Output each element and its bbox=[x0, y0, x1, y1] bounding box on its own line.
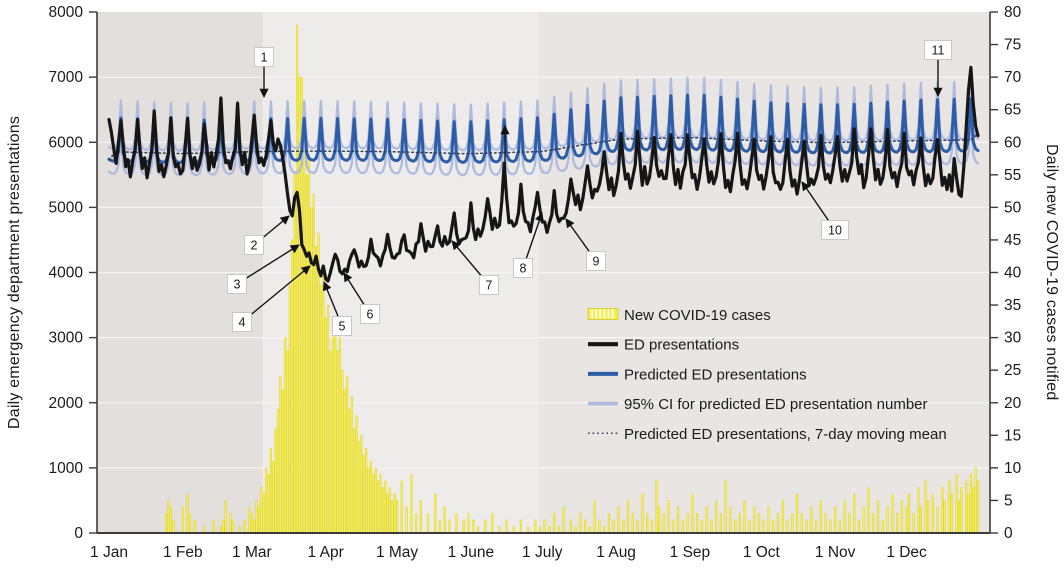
annotation-number: 10 bbox=[828, 224, 842, 238]
svg-text:10: 10 bbox=[1004, 460, 1022, 477]
x-tick-label: 1 May bbox=[376, 544, 418, 561]
annotation-2: 2 bbox=[244, 215, 290, 255]
x-tick-label: 1 Oct bbox=[743, 544, 781, 561]
x-tick-label: 1 Aug bbox=[596, 544, 636, 561]
right-axis-title: Daily new COVID-19 cases notified bbox=[1043, 144, 1060, 401]
annotation-7: 7 bbox=[451, 240, 499, 295]
y-axis-left: 0 1000 2000 3000 4000 5000 6000 7000 8000 bbox=[49, 4, 98, 542]
legend-item-moving_mean: Predicted ED presentations, 7-day moving… bbox=[588, 426, 947, 443]
legend-item-ci: 95% CI for predicted ED presentation num… bbox=[588, 396, 928, 413]
annotation-number: 1 bbox=[261, 51, 268, 65]
svg-text:60: 60 bbox=[1004, 134, 1022, 151]
annotation-3: 3 bbox=[227, 244, 300, 294]
annotation-9: 9 bbox=[565, 218, 606, 271]
legend-label: 95% CI for predicted ED presentation num… bbox=[624, 396, 928, 413]
svg-text:7000: 7000 bbox=[49, 69, 84, 86]
svg-text:70: 70 bbox=[1004, 69, 1022, 86]
svg-text:4000: 4000 bbox=[49, 265, 84, 282]
annotation-1: 1 bbox=[254, 47, 274, 98]
svg-text:8000: 8000 bbox=[49, 4, 84, 21]
svg-text:80: 80 bbox=[1004, 4, 1022, 21]
y-axis-right: 0 5 10 15 20 25 30 35 40 45 50 55 60 65 70 75 80 bbox=[989, 4, 1022, 542]
svg-text:5000: 5000 bbox=[49, 199, 84, 216]
annotation-number: 3 bbox=[234, 278, 241, 292]
annotations: 1 2 3 4 5 6 7 8 9 10 11 bbox=[227, 40, 952, 336]
legend-item-covid_cases: New COVID-19 cases bbox=[587, 307, 771, 324]
legend-label: New COVID-19 cases bbox=[624, 307, 771, 324]
legend-item-predicted: Predicted ED presentations bbox=[588, 366, 807, 383]
x-tick-label: 1 Jan bbox=[90, 544, 128, 561]
annotation-4: 4 bbox=[232, 265, 311, 332]
x-tick-label: 1 Mar bbox=[232, 544, 272, 561]
svg-text:40: 40 bbox=[1004, 265, 1022, 282]
legend-bar-swatch bbox=[587, 308, 619, 320]
svg-text:55: 55 bbox=[1004, 167, 1021, 184]
svg-text:75: 75 bbox=[1004, 37, 1021, 54]
x-tick-label: 1 July bbox=[522, 544, 563, 561]
svg-text:25: 25 bbox=[1004, 362, 1021, 379]
annotation-number: 8 bbox=[520, 262, 527, 276]
svg-text:6000: 6000 bbox=[49, 134, 84, 151]
svg-text:35: 35 bbox=[1004, 297, 1021, 314]
svg-text:2000: 2000 bbox=[49, 395, 84, 412]
legend-label: Predicted ED presentations, 7-day moving… bbox=[624, 426, 947, 443]
x-tick-label: 1 Sep bbox=[670, 544, 711, 561]
x-tick-label: 1 Dec bbox=[886, 544, 927, 561]
svg-text:5: 5 bbox=[1004, 492, 1013, 509]
svg-text:0: 0 bbox=[74, 525, 83, 542]
x-tick-label: 1 Apr bbox=[308, 544, 344, 561]
annotation-5: 5 bbox=[322, 281, 352, 336]
left-axis-title: Daily emergency department presentations bbox=[6, 115, 23, 430]
annotation-number: 5 bbox=[339, 320, 346, 334]
x-tick-label: 1 Feb bbox=[163, 544, 203, 561]
svg-text:50: 50 bbox=[1004, 199, 1022, 216]
svg-text:0: 0 bbox=[1004, 525, 1013, 542]
svg-text:30: 30 bbox=[1004, 330, 1022, 347]
legend-label: Predicted ED presentations bbox=[624, 366, 807, 383]
annotation-8: 8 bbox=[513, 212, 544, 278]
annotation-number: 11 bbox=[932, 44, 945, 58]
annotation-number: 9 bbox=[593, 255, 600, 269]
moving-mean-line bbox=[108, 134, 979, 161]
annotation-11: 11 bbox=[924, 40, 952, 97]
annotation-number: 6 bbox=[367, 308, 374, 322]
annotation-number: 2 bbox=[251, 239, 258, 253]
svg-text:3000: 3000 bbox=[49, 330, 84, 347]
x-tick-label: 1 June bbox=[448, 544, 495, 561]
svg-text:20: 20 bbox=[1004, 395, 1022, 412]
svg-text:45: 45 bbox=[1004, 232, 1021, 249]
covid-bars bbox=[164, 24, 980, 533]
annotation-10: 10 bbox=[801, 181, 849, 240]
x-axis: 1 Jan 1 Feb 1 Mar 1 Apr 1 May 1 June 1 July 1 A… bbox=[90, 532, 990, 561]
svg-text:65: 65 bbox=[1004, 102, 1021, 119]
x-tick-label: 1 Nov bbox=[815, 544, 856, 561]
annotation-6: 6 bbox=[343, 272, 380, 324]
legend-item-ed: ED presentations bbox=[588, 337, 739, 354]
legend-label: ED presentations bbox=[624, 337, 739, 354]
ci-upper-line bbox=[107, 76, 980, 152]
svg-text:1000: 1000 bbox=[49, 460, 84, 477]
annotation-number: 4 bbox=[239, 316, 246, 330]
svg-text:15: 15 bbox=[1004, 427, 1021, 444]
annotation-number: 7 bbox=[486, 279, 493, 293]
legend: New COVID-19 cases ED presentations Predic… bbox=[587, 307, 947, 443]
